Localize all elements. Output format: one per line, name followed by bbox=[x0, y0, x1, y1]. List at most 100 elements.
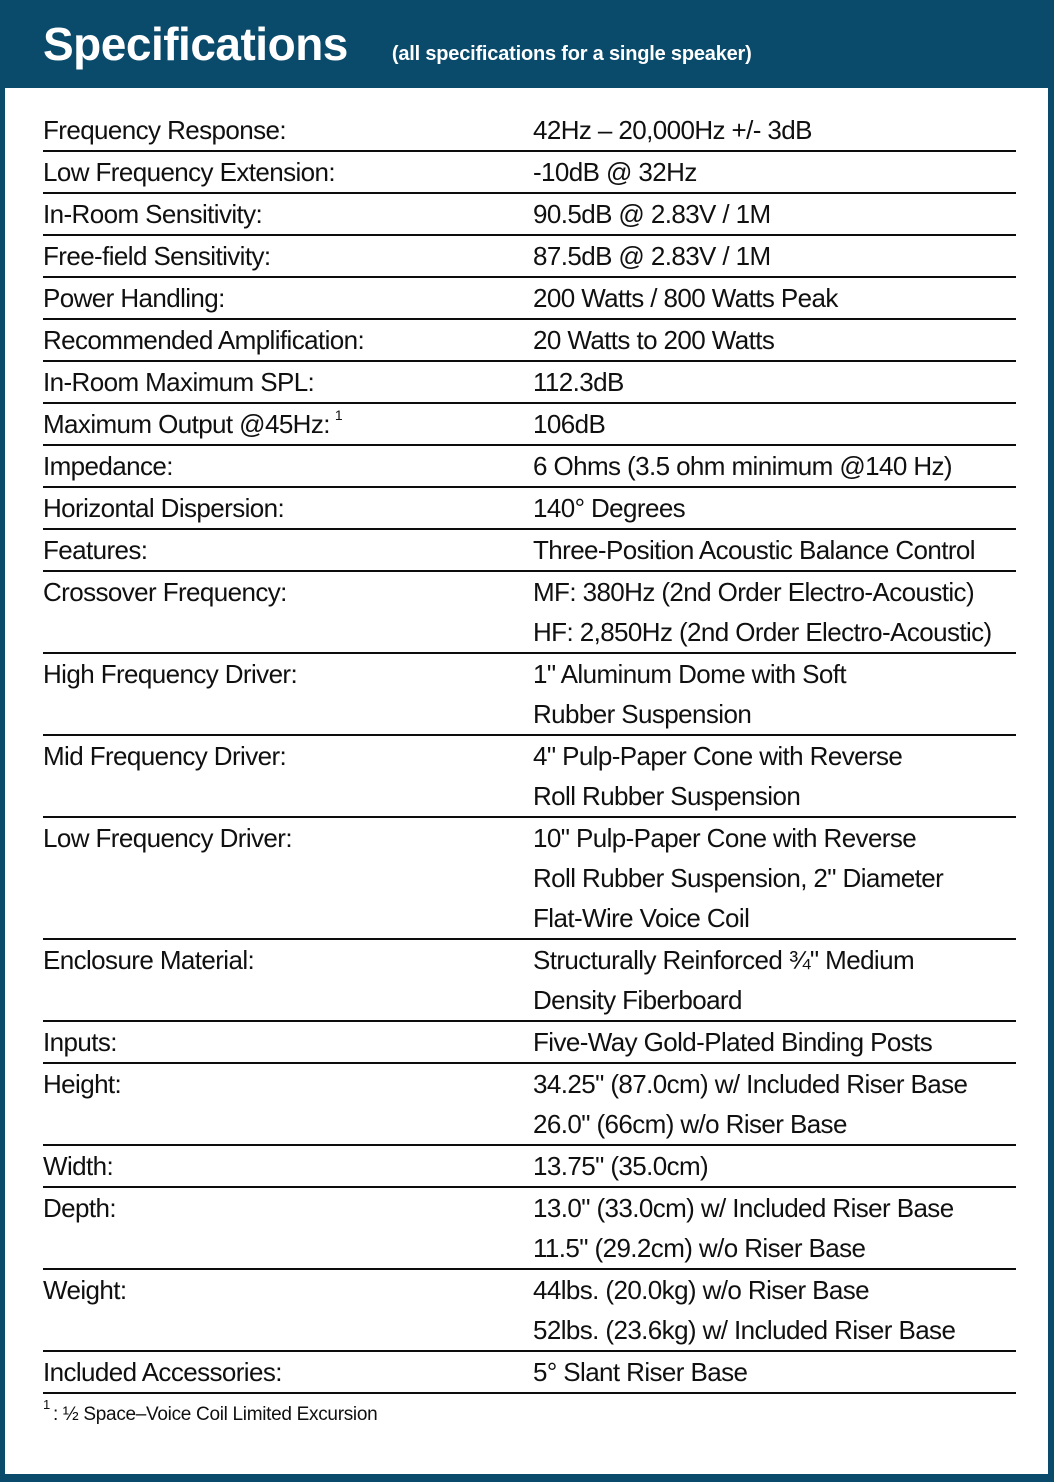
row-value-line: 13.0" (33.0cm) w/ Included Riser Base bbox=[533, 1193, 954, 1223]
row-label: Included Accessories: bbox=[43, 1357, 282, 1387]
table-row: Enclosure Material: Structurally Reinforc… bbox=[43, 940, 1016, 1022]
content-panel: Frequency Response: 42Hz – 20,000Hz +/- 3… bbox=[5, 88, 1048, 1474]
row-values: 34.25" (87.0cm) w/ Included Riser Base 26… bbox=[533, 1064, 1016, 1144]
row-value-line: 106dB bbox=[533, 409, 606, 439]
row-value-line: 87.5dB @ 2.83V / 1M bbox=[533, 241, 771, 271]
row-label: In-Room Sensitivity: bbox=[43, 199, 263, 229]
row-values: 1" Aluminum Dome with Soft Rubber Suspens… bbox=[533, 654, 1016, 734]
page-title: Specifications bbox=[43, 18, 348, 70]
row-label: In-Room Maximum SPL: bbox=[43, 367, 315, 397]
row-value-line: 10" Pulp-Paper Cone with Reverse bbox=[533, 823, 917, 853]
row-value-line: 26.0" (66cm) w/o Riser Base bbox=[533, 1109, 847, 1139]
row-values: 42Hz – 20,000Hz +/- 3dB bbox=[533, 110, 1016, 150]
row-values: MF: 380Hz (2nd Order Electro-Acoustic) HF… bbox=[533, 572, 1016, 652]
row-values: 6 Ohms (3.5 ohm minimum @140 Hz) bbox=[533, 446, 1016, 486]
spec-table: Frequency Response: 42Hz – 20,000Hz +/- 3… bbox=[43, 110, 1016, 1394]
table-row: Frequency Response: 42Hz – 20,000Hz +/- 3… bbox=[43, 110, 1016, 152]
row-values: Five-Way Gold-Plated Binding Posts bbox=[533, 1022, 1016, 1062]
row-value-line: 6 Ohms (3.5 ohm minimum @140 Hz) bbox=[533, 451, 953, 481]
row-values: 13.0" (33.0cm) w/ Included Riser Base 11.… bbox=[533, 1188, 1016, 1268]
row-value-line: 20 Watts to 200 Watts bbox=[533, 325, 775, 355]
table-row: Weight: 44lbs. (20.0kg) w/o Riser Base 52l… bbox=[43, 1270, 1016, 1352]
table-row: In-Room Maximum SPL: 112.3dB bbox=[43, 362, 1016, 404]
row-label: Height: bbox=[43, 1069, 122, 1099]
row-label: Power Handling: bbox=[43, 283, 225, 313]
table-row: In-Room Sensitivity: 90.5dB @ 2.83V / 1M bbox=[43, 194, 1016, 236]
row-label: Enclosure Material: bbox=[43, 945, 255, 975]
row-values: 200 Watts / 800 Watts Peak bbox=[533, 278, 1016, 318]
table-row: Included Accessories: 5° Slant Riser Base bbox=[43, 1352, 1016, 1394]
row-label: Maximum Output @45Hz: 1 bbox=[43, 407, 343, 439]
table-row: High Frequency Driver: 1" Aluminum Dome w… bbox=[43, 654, 1016, 736]
row-label: Features: bbox=[43, 535, 148, 565]
row-value-line: Rubber Suspension bbox=[533, 699, 752, 729]
table-row: Free-field Sensitivity: 87.5dB @ 2.83V / … bbox=[43, 236, 1016, 278]
table-row: Depth: 13.0" (33.0cm) w/ Included Riser B… bbox=[43, 1188, 1016, 1270]
row-values: Three-Position Acoustic Balance Control bbox=[533, 530, 1016, 570]
row-value-line: Structurally Reinforced ¾" Medium bbox=[533, 945, 915, 975]
table-row: Recommended Amplification: 20 Watts to 20… bbox=[43, 320, 1016, 362]
row-value-line: 90.5dB @ 2.83V / 1M bbox=[533, 199, 771, 229]
row-values: 87.5dB @ 2.83V / 1M bbox=[533, 236, 1016, 276]
footnote-superscript: 1 bbox=[43, 1397, 50, 1412]
row-label: Mid Frequency Driver: bbox=[43, 741, 287, 771]
row-value-line: 140° Degrees bbox=[533, 493, 686, 523]
row-values: 10" Pulp-Paper Cone with Reverse Roll Rub… bbox=[533, 818, 1016, 938]
table-row: Inputs: Five-Way Gold-Plated Binding Post… bbox=[43, 1022, 1016, 1064]
row-label: Crossover Frequency: bbox=[43, 577, 287, 607]
row-label: Width: bbox=[43, 1151, 114, 1181]
row-value-line: 13.75" (35.0cm) bbox=[533, 1151, 709, 1181]
row-values: 90.5dB @ 2.83V / 1M bbox=[533, 194, 1016, 234]
row-label: Horizontal Dispersion: bbox=[43, 493, 285, 523]
row-values: 20 Watts to 200 Watts bbox=[533, 320, 1016, 360]
row-label-superscript: 1 bbox=[334, 407, 343, 423]
row-label: Impedance: bbox=[43, 451, 173, 481]
row-label: Frequency Response: bbox=[43, 115, 287, 145]
table-row: Impedance: 6 Ohms (3.5 ohm minimum @140 H… bbox=[43, 446, 1016, 488]
row-label: High Frequency Driver: bbox=[43, 659, 298, 689]
row-label: Depth: bbox=[43, 1193, 117, 1223]
row-value-line: 44lbs. (20.0kg) w/o Riser Base bbox=[533, 1275, 870, 1305]
row-value-line: 200 Watts / 800 Watts Peak bbox=[533, 283, 838, 313]
row-values: 4" Pulp-Paper Cone with Reverse Roll Rubb… bbox=[533, 736, 1016, 816]
row-value-line: 4" Pulp-Paper Cone with Reverse bbox=[533, 741, 903, 771]
row-label: Low Frequency Extension: bbox=[43, 157, 336, 187]
row-value-line: 1" Aluminum Dome with Soft bbox=[533, 659, 847, 689]
row-label: Recommended Amplification: bbox=[43, 325, 365, 355]
row-values: 112.3dB bbox=[533, 362, 1016, 402]
row-value-line: 112.3dB bbox=[533, 367, 624, 397]
row-value-line: HF: 2,850Hz (2nd Order Electro-Acoustic) bbox=[533, 617, 992, 647]
footnote-text: : ½ Space–Voice Coil Limited Excursion bbox=[52, 1404, 378, 1425]
row-label: Weight: bbox=[43, 1275, 127, 1305]
table-row: Horizontal Dispersion: 140° Degrees bbox=[43, 488, 1016, 530]
row-value-line: 5° Slant Riser Base bbox=[533, 1357, 748, 1387]
row-value-line: 11.5" (29.2cm) w/o Riser Base bbox=[533, 1233, 866, 1263]
table-row: Low Frequency Extension: -10dB @ 32Hz bbox=[43, 152, 1016, 194]
row-values: 5° Slant Riser Base bbox=[533, 1352, 1016, 1392]
row-value-line: 42Hz – 20,000Hz +/- 3dB bbox=[533, 115, 812, 145]
page-subtitle: (all specifications for a single speaker… bbox=[391, 43, 752, 65]
table-row: Maximum Output @45Hz: 1 106dB bbox=[43, 404, 1016, 446]
row-value-line: 34.25" (87.0cm) w/ Included Riser Base bbox=[533, 1069, 968, 1099]
table-row: Height: 34.25" (87.0cm) w/ Included Riser… bbox=[43, 1064, 1016, 1146]
header-banner: Specifications (all specifications for a… bbox=[0, 0, 1054, 88]
table-row: Mid Frequency Driver: 4" Pulp-Paper Cone … bbox=[43, 736, 1016, 818]
row-values: 13.75" (35.0cm) bbox=[533, 1146, 1016, 1186]
row-values: 140° Degrees bbox=[533, 488, 1016, 528]
row-values: Structurally Reinforced ¾" Medium Density… bbox=[533, 940, 1016, 1020]
row-value-line: Density Fiberboard bbox=[533, 985, 742, 1015]
row-value-line: 52lbs. (23.6kg) w/ Included Riser Base bbox=[533, 1315, 956, 1345]
table-row: Width: 13.75" (35.0cm) bbox=[43, 1146, 1016, 1188]
table-row: Power Handling: 200 Watts / 800 Watts Pea… bbox=[43, 278, 1016, 320]
row-value-line: Flat-Wire Voice Coil bbox=[533, 903, 750, 933]
row-label: Inputs: bbox=[43, 1027, 117, 1057]
row-values: 106dB bbox=[533, 404, 1016, 444]
row-value-line: Roll Rubber Suspension bbox=[533, 781, 801, 811]
row-values: 44lbs. (20.0kg) w/o Riser Base 52lbs. (23… bbox=[533, 1270, 1016, 1350]
row-label: Free-field Sensitivity: bbox=[43, 241, 271, 271]
table-row: Low Frequency Driver: 10" Pulp-Paper Cone… bbox=[43, 818, 1016, 940]
row-value-line: Roll Rubber Suspension, 2" Diameter bbox=[533, 863, 944, 893]
footnote: 1: ½ Space–Voice Coil Limited Excursion bbox=[43, 1398, 1016, 1428]
table-row: Crossover Frequency: MF: 380Hz (2nd Order… bbox=[43, 572, 1016, 654]
